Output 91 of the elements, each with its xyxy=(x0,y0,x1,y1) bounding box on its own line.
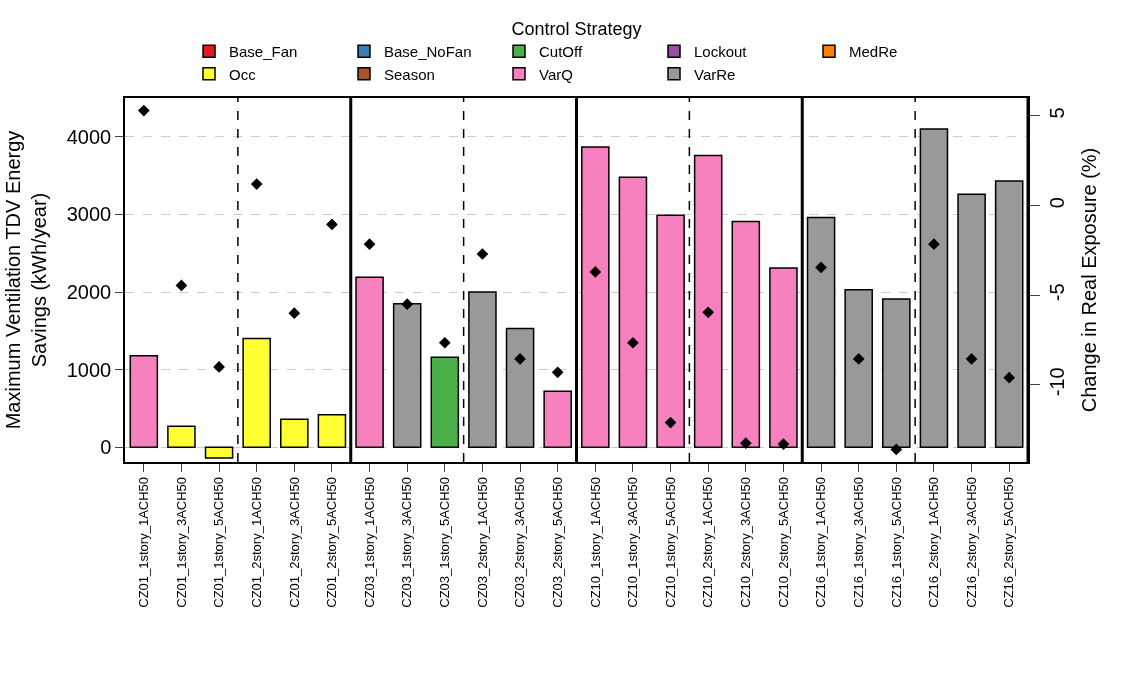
point xyxy=(326,218,338,231)
point xyxy=(288,307,301,320)
legend-label: CutOff xyxy=(539,43,583,61)
y-tick-label: 2000 xyxy=(66,281,112,304)
x-tick-label: CZ10_1story_1ACH50 xyxy=(587,476,603,608)
point xyxy=(250,178,263,190)
legend-label: Occ xyxy=(229,65,257,83)
x-tick-label: CZ03_1story_5ACH50 xyxy=(437,476,453,608)
point xyxy=(965,353,978,365)
bar xyxy=(919,128,949,448)
point xyxy=(777,438,790,450)
point xyxy=(1003,371,1016,384)
bar xyxy=(844,288,873,448)
bar xyxy=(581,146,610,448)
x-tick-label: CZ16_1story_3ACH50 xyxy=(850,476,866,608)
y2-axis-title: Change in Real Exposure (%) xyxy=(1077,147,1100,413)
point xyxy=(627,336,639,349)
legend-label: MedRe xyxy=(849,43,898,61)
bar xyxy=(806,216,836,448)
x-tick-label: CZ01_1story_3ACH50 xyxy=(173,476,189,608)
point xyxy=(664,416,677,429)
point xyxy=(589,266,602,278)
x-tick-label: CZ01_2story_3ACH50 xyxy=(286,476,302,608)
point xyxy=(401,298,414,311)
bar xyxy=(242,337,271,448)
bar xyxy=(317,413,347,448)
x-tick-label: CZ03_1story_3ACH50 xyxy=(399,476,415,608)
bar xyxy=(994,180,1024,448)
x-tick-label: CZ03_2story_5ACH50 xyxy=(549,476,565,608)
y2-tick-label: 5 xyxy=(1045,107,1068,119)
x-tick-label: CZ16_2story_1ACH50 xyxy=(926,476,942,608)
bar xyxy=(543,390,572,448)
y2-tick-label: -5 xyxy=(1045,283,1068,302)
x-tick-label: CZ01_1story_1ACH50 xyxy=(136,476,152,608)
x-tick-label: CZ10_2story_3ACH50 xyxy=(738,476,754,608)
bar xyxy=(468,291,497,448)
point xyxy=(175,279,188,292)
bar xyxy=(656,214,685,448)
bar xyxy=(392,302,422,448)
bar xyxy=(280,418,309,448)
bar xyxy=(355,276,384,448)
legend-title: Control Strategy xyxy=(511,19,642,40)
bar xyxy=(618,176,648,448)
point xyxy=(363,238,376,250)
x-tick-label: CZ10_2story_1ACH50 xyxy=(700,476,716,608)
y-tick-label: 3000 xyxy=(66,203,112,226)
x-tick-label: CZ03_2story_3ACH50 xyxy=(512,476,528,608)
bar xyxy=(693,154,723,448)
x-tick-label: CZ10_1story_3ACH50 xyxy=(625,476,641,608)
x-tick-label: CZ10_2story_5ACH50 xyxy=(775,476,791,608)
x-tick-label: CZ03_1story_1ACH50 xyxy=(361,476,377,608)
legend-label: Season xyxy=(384,65,435,83)
bar xyxy=(769,267,798,448)
x-tick-label: CZ01_1story_5ACH50 xyxy=(211,476,227,608)
point xyxy=(551,366,564,379)
bar xyxy=(505,327,535,448)
x-tick-label: CZ01_2story_5ACH50 xyxy=(324,476,340,608)
point xyxy=(852,353,865,365)
x-tick-label: CZ16_2story_5ACH50 xyxy=(1001,476,1017,608)
x-tick-label: CZ03_2story_1ACH50 xyxy=(474,476,490,608)
point xyxy=(890,443,903,456)
bar xyxy=(731,220,761,448)
legend-label: Base_Fan xyxy=(229,43,298,61)
legend-label: Base_NoFan xyxy=(384,43,472,61)
point xyxy=(928,238,940,250)
y-tick-label: 1000 xyxy=(66,358,112,381)
y-tick-label: 0 xyxy=(100,436,112,459)
bar xyxy=(957,193,986,448)
legend-label: VarQ xyxy=(539,65,573,83)
bar xyxy=(430,356,460,448)
y-tick-label: 4000 xyxy=(66,125,112,148)
point xyxy=(438,336,451,349)
x-tick-label: CZ16_1story_5ACH50 xyxy=(888,476,904,608)
x-tick-label: CZ10_1story_5ACH50 xyxy=(662,476,678,608)
point xyxy=(476,248,489,260)
legend-label: VarRe xyxy=(694,65,736,83)
legend-label: Lockout xyxy=(694,43,748,61)
bar xyxy=(204,446,234,459)
x-tick-label: CZ16_1story_1ACH50 xyxy=(813,476,829,608)
point xyxy=(702,306,715,319)
bar xyxy=(167,425,196,448)
bar xyxy=(129,354,159,448)
x-tick-label: CZ16_2story_3ACH50 xyxy=(963,476,979,608)
point xyxy=(815,261,827,274)
point xyxy=(137,104,150,117)
y2-tick-label: -10 xyxy=(1045,367,1068,397)
point xyxy=(514,353,526,365)
x-tick-label: CZ01_2story_1ACH50 xyxy=(248,476,264,608)
y2-tick-label: 0 xyxy=(1045,197,1068,209)
point xyxy=(739,437,752,450)
y-axis-title: Maximum Ventilation TDV Energy Savings (kWh/year) xyxy=(1,130,50,430)
